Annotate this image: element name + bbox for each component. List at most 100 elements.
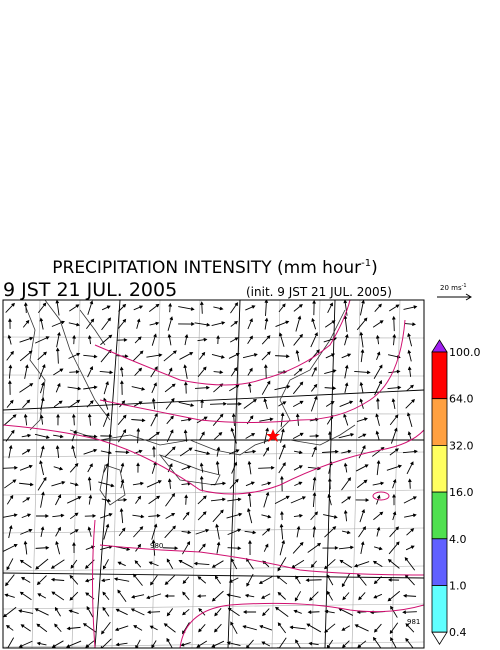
- map: 980 981: [2, 299, 425, 649]
- wind-arrow: [197, 576, 207, 584]
- wind-arrow: [133, 625, 143, 631]
- wind-arrow: [21, 513, 32, 519]
- wind-arrow: [200, 399, 204, 409]
- wind-arrow: [53, 368, 64, 376]
- wind-arrow: [214, 432, 223, 440]
- color-bar-label: 1.0: [449, 580, 467, 593]
- wind-arrow: [22, 319, 30, 328]
- wind-arrow: [389, 304, 400, 312]
- wind-arrow: [338, 433, 355, 439]
- wind-arrow: [19, 350, 33, 362]
- wind-arrow: [371, 446, 385, 457]
- wind-arrow: [290, 496, 306, 504]
- wind-arrow: [7, 334, 12, 345]
- wind-arrow: [100, 450, 113, 455]
- wind-arrow: [150, 412, 158, 427]
- wind-arrow: [151, 539, 156, 556]
- wind-arrow: [280, 428, 285, 443]
- wind-arrow: [226, 593, 241, 598]
- wind-arrow: [310, 560, 317, 568]
- wind-arrow: [407, 332, 413, 347]
- wind-arrow: [244, 593, 255, 598]
- wind-arrow: [359, 331, 364, 348]
- wind-arrow: [247, 335, 253, 344]
- wind-arrow: [344, 333, 349, 346]
- map-frame: [2, 299, 425, 649]
- wind-arrow: [407, 349, 412, 362]
- wind-arrow: [276, 575, 288, 585]
- wind-arrow: [24, 302, 28, 313]
- wind-arrow: [120, 380, 124, 395]
- wind-arrow: [324, 369, 337, 375]
- wind-arrow: [83, 385, 98, 390]
- wind-arrow: [167, 463, 173, 473]
- wind-arrow: [8, 444, 13, 459]
- title-sup: -1: [361, 258, 371, 269]
- wind-arrow: [211, 353, 225, 359]
- wind-arrow: [408, 478, 412, 489]
- wind-arrow: [258, 576, 273, 584]
- wind-arrow: [402, 449, 418, 454]
- wind-arrow: [151, 333, 157, 346]
- wind-arrow: [100, 638, 112, 648]
- color-bar-label: 100.0: [449, 346, 481, 359]
- wind-arrow: [376, 397, 380, 410]
- wind-arrow: [37, 476, 47, 491]
- grid-line: [391, 300, 401, 648]
- wind-arrow: [328, 477, 332, 490]
- wind-arrow: [213, 623, 222, 633]
- wind-arrow: [166, 429, 174, 443]
- wind-arrow: [279, 523, 284, 540]
- wind-arrow: [131, 386, 146, 391]
- wind-arrow: [259, 417, 274, 422]
- wind-arrow: [52, 513, 65, 518]
- contour: [99, 319, 406, 423]
- color-bar-label: 0.4: [449, 626, 467, 639]
- wind-arrow: [210, 497, 226, 502]
- wind-arrow: [341, 573, 351, 588]
- wind-arrow: [343, 413, 349, 426]
- wind-arrow: [228, 577, 239, 583]
- wind-arrow: [277, 622, 287, 634]
- wind-arrow: [277, 591, 287, 600]
- wind-arrow: [179, 447, 193, 457]
- wind-arrow: [213, 370, 224, 375]
- wind-arrow: [216, 446, 221, 457]
- wind-arrow: [146, 480, 162, 488]
- wind-arrow: [262, 608, 270, 617]
- wind-arrow: [35, 336, 50, 344]
- wind-arrow: [149, 625, 158, 631]
- wind-arrow: [327, 493, 332, 506]
- wind-arrow: [133, 305, 144, 311]
- wind-arrow: [247, 507, 253, 524]
- wind-arrow: [67, 496, 82, 504]
- wind-arrow: [113, 577, 130, 582]
- wind-arrow: [211, 640, 225, 648]
- wind-arrow: [261, 481, 272, 486]
- wind-arrow: [70, 482, 79, 487]
- wind-arrow: [72, 334, 76, 345]
- wind-arrow: [103, 523, 110, 540]
- color-bar-bin: [431, 538, 448, 586]
- wind-arrow: [19, 482, 34, 487]
- wind-arrow: [184, 494, 188, 505]
- wind-scale-text: 20 ms: [440, 284, 462, 292]
- wind-arrow: [278, 401, 287, 407]
- wind-arrow: [356, 417, 368, 422]
- wind-arrow: [229, 478, 239, 489]
- wind-arrow: [132, 481, 144, 486]
- wind-arrow: [5, 302, 15, 313]
- wind-arrow: [36, 623, 48, 633]
- wind-arrow: [245, 305, 256, 311]
- wind-arrow: [87, 300, 94, 315]
- wind-arrow: [199, 462, 204, 473]
- wind-arrow: [216, 335, 220, 345]
- wind-arrow: [278, 443, 286, 460]
- wind-arrow: [263, 543, 269, 552]
- wind-arrow: [119, 366, 124, 377]
- wind-arrow: [278, 303, 286, 313]
- wind-arrow: [165, 513, 176, 519]
- wind-arrow: [375, 413, 380, 426]
- wind-arrow: [210, 481, 227, 486]
